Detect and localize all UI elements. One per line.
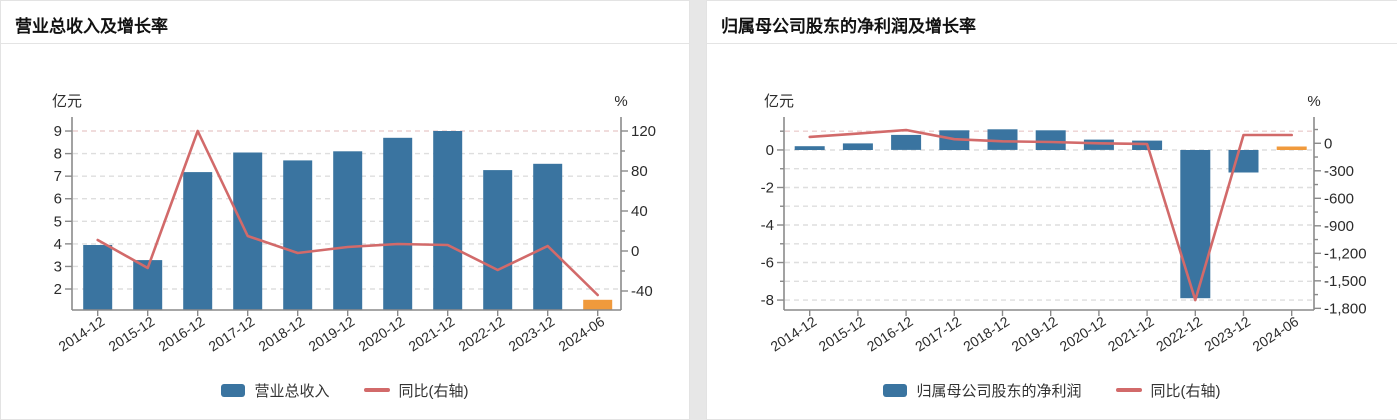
x-axis-category-label: 2020-12: [356, 313, 408, 355]
revenue-chart-title: 营业总收入及增长率: [1, 1, 689, 44]
left-axis-tick-label: 5: [54, 213, 62, 230]
right-axis-tick-label: 120: [631, 123, 656, 140]
x-axis-category-label: 2017-12: [206, 313, 258, 355]
x-axis-category-label: 2018-12: [960, 313, 1012, 355]
left-axis-tick-label: 6: [54, 191, 62, 208]
x-axis-category-label: 2021-12: [406, 313, 458, 355]
right-axis-unit-label: %: [614, 93, 627, 110]
x-axis-category-label: 2019-12: [306, 313, 358, 355]
right-axis-tick-label: -900: [1324, 218, 1354, 235]
x-axis-category-label: 2020-12: [1057, 313, 1109, 355]
left-axis-unit-label: 亿元: [764, 93, 794, 110]
yoy-line: [96, 129, 600, 297]
bar: [1180, 150, 1211, 299]
bar: [83, 245, 113, 310]
x-axis-category-label: 2018-12: [256, 313, 308, 355]
x-axis-category-label: 2023-12: [506, 313, 558, 355]
x-axis-category-label: 2022-12: [1153, 313, 1205, 355]
legend-bar-swatch-icon: [221, 383, 246, 397]
net-profit-chart: 0 -2 -4 -6 -8 0 -300 -600 -900 -1,200 -1,500 -1,800…: [761, 93, 1367, 355]
left-axis-unit-label: 亿元: [52, 93, 82, 110]
bar-latest: [1276, 146, 1307, 150]
bar: [333, 151, 363, 310]
left-axis-tick-label: 2: [54, 281, 62, 298]
bar: [283, 160, 313, 310]
legend-label: 同比(右轴): [398, 382, 469, 400]
right-axis-tick-label: 0: [1324, 135, 1332, 152]
legend-item[interactable]: 归属母公司股东的净利润: [883, 380, 1082, 401]
legend-item[interactable]: 同比(右轴): [1115, 380, 1221, 401]
revenue-panel: 营业总收入及增长率 9 8 7 6 5 4 3 2 120 80 40 0 -40 2014-12 2015…: [0, 0, 690, 420]
right-axis-unit-label: %: [1307, 93, 1320, 110]
legend-line-swatch-icon: [363, 388, 390, 392]
right-axis-tick-label: -1,200: [1324, 245, 1367, 262]
x-axis-category-label: 2024-06: [556, 313, 608, 355]
legend-label: 同比(右轴): [1150, 382, 1221, 400]
revenue-chart: 9 8 7 6 5 4 3 2 120 80 40 0 -40 2014-122015-122016-12…: [52, 93, 656, 355]
x-axis-category-label: 2016-12: [864, 313, 916, 355]
bar: [233, 152, 263, 310]
right-axis-tick-label: -300: [1324, 163, 1354, 180]
bar: [383, 137, 413, 310]
net-profit-panel: 归属母公司股东的净利润及增长率 0 -2 -4 -6 -8 0 -300 -600 -900 -1…: [706, 0, 1397, 420]
right-axis-tick-label: -40: [631, 283, 653, 300]
right-axis-tick-label: 0: [631, 243, 639, 260]
net-profit-chart-title: 归属母公司股东的净利润及增长率: [707, 1, 1397, 44]
left-axis-tick-label: -8: [761, 292, 774, 309]
left-axis-tick-label: 7: [54, 168, 62, 185]
bar: [987, 129, 1018, 150]
bar: [183, 172, 213, 310]
legend-line-swatch-icon: [1115, 388, 1142, 392]
x-axis-category-label: 2022-12: [456, 313, 508, 355]
bar: [891, 134, 922, 150]
bar: [1228, 150, 1259, 173]
left-axis-tick-label: -2: [761, 179, 774, 196]
net-profit-chart-legend: 归属母公司股东的净利润 同比(右轴): [707, 360, 1397, 420]
x-axis-category-label: 2019-12: [1009, 313, 1061, 355]
bar-latest: [583, 299, 613, 310]
legend-item[interactable]: 同比(右轴): [363, 380, 469, 401]
bar: [533, 163, 563, 310]
left-axis-tick-label: 0: [766, 142, 774, 159]
left-axis-tick-label: -6: [761, 255, 774, 272]
right-axis-tick-label: 40: [631, 203, 648, 220]
x-axis-category-label: 2017-12: [912, 313, 964, 355]
left-axis-tick-label: 9: [54, 123, 62, 140]
x-axis-category-label: 2016-12: [156, 313, 208, 355]
right-axis-tick-label: -1,500: [1324, 273, 1367, 290]
legend-label: 营业总收入: [254, 382, 330, 400]
bar: [483, 170, 513, 310]
legend-item[interactable]: 营业总收入: [221, 380, 330, 401]
x-axis-category-label: 2023-12: [1201, 313, 1253, 355]
x-axis-category-label: 2015-12: [106, 313, 158, 355]
yoy-line: [808, 128, 1294, 302]
right-axis-tick-label: 80: [631, 163, 648, 180]
bar: [433, 131, 463, 310]
x-axis-category-label: 2015-12: [816, 313, 868, 355]
x-axis-category-label: 2024-06: [1250, 313, 1302, 355]
right-axis-tick-label: -1,800: [1324, 300, 1367, 317]
x-axis-category-label: 2021-12: [1105, 313, 1157, 355]
revenue-chart-legend: 营业总收入 同比(右轴): [1, 360, 689, 420]
bar: [1083, 139, 1114, 150]
left-axis-tick-label: 3: [54, 258, 62, 275]
right-axis-tick-label: -600: [1324, 190, 1354, 207]
legend-label: 归属母公司股东的净利润: [916, 382, 1082, 400]
left-axis-tick-label: 4: [54, 236, 62, 253]
x-axis-category-label: 2014-12: [768, 313, 820, 355]
bar: [1035, 130, 1066, 150]
legend-bar-swatch-icon: [883, 383, 908, 397]
x-axis-category-label: 2014-12: [56, 313, 108, 355]
left-axis-tick-label: 8: [54, 146, 62, 163]
bar: [842, 143, 873, 150]
bar: [794, 146, 825, 150]
left-axis-tick-label: -4: [761, 217, 774, 234]
